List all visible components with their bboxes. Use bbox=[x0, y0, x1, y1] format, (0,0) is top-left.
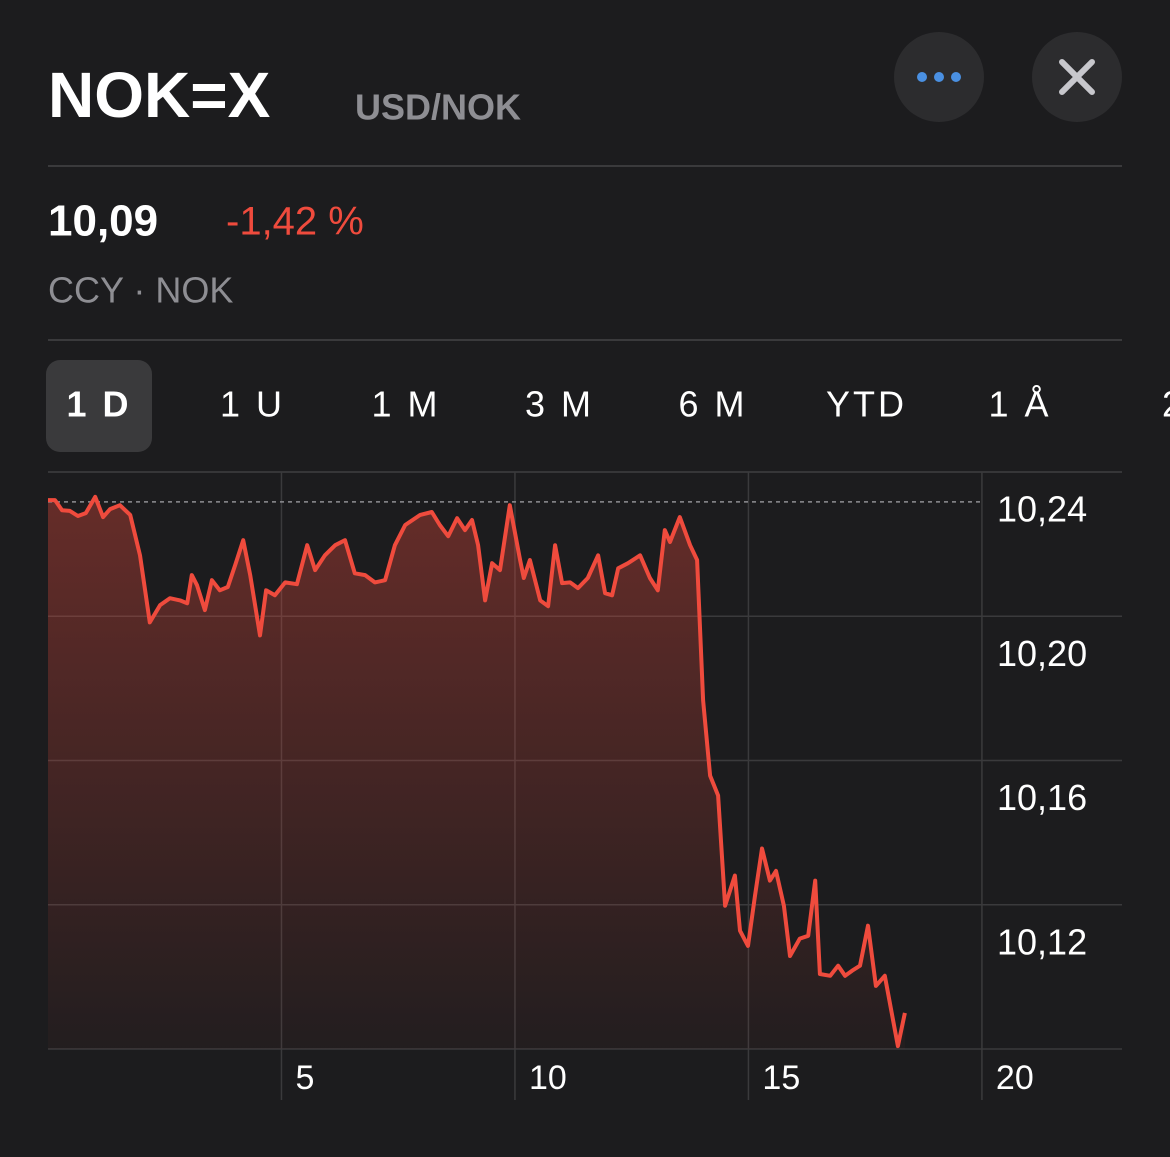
title: NOK=X bbox=[48, 59, 271, 131]
y-tick-label: 10,12 bbox=[997, 921, 1087, 962]
x-tick-label: 5 bbox=[295, 1059, 314, 1097]
range-tab[interactable]: YTD bbox=[826, 384, 907, 425]
range-tab[interactable]: 1 M bbox=[371, 384, 440, 425]
y-tick-label: 10,20 bbox=[997, 633, 1087, 674]
y-tick-label: 10,16 bbox=[997, 777, 1087, 818]
meta: CCY · NOK bbox=[48, 270, 233, 311]
range-tab[interactable]: 6 M bbox=[678, 384, 747, 425]
range-tab[interactable]: 3 M bbox=[525, 384, 594, 425]
x-tick-label: 15 bbox=[762, 1059, 800, 1097]
x-tick-label: 20 bbox=[996, 1059, 1034, 1097]
chart: 10,24 10,20 10,16 10,12 5 10 15 20 bbox=[48, 471, 1122, 1100]
dot bbox=[951, 72, 961, 82]
range-tabs: 1 D 1 U 1 M 3 M 6 M YTD 1 Å 2 bbox=[46, 360, 1170, 452]
dot bbox=[917, 72, 927, 82]
range-tab[interactable]: 2 bbox=[1162, 384, 1170, 425]
range-tab[interactable]: 1 Å bbox=[988, 384, 1051, 425]
close-icon bbox=[1059, 59, 1095, 95]
tab-selected-bg[interactable] bbox=[46, 360, 152, 452]
change: -1,42 % bbox=[226, 200, 364, 244]
price-line bbox=[48, 494, 907, 1049]
subtitle: USD/NOK bbox=[355, 87, 521, 128]
more-button[interactable] bbox=[894, 32, 984, 122]
range-tab[interactable]: 1 U bbox=[220, 384, 285, 425]
area bbox=[48, 496, 905, 1049]
close-button[interactable] bbox=[1032, 32, 1122, 122]
price: 10,09 bbox=[48, 197, 158, 246]
y-tick-label: 10,24 bbox=[997, 489, 1087, 530]
range-tab[interactable]: 1 D bbox=[66, 384, 131, 425]
dot bbox=[934, 72, 944, 82]
x-tick-label: 10 bbox=[529, 1059, 567, 1097]
